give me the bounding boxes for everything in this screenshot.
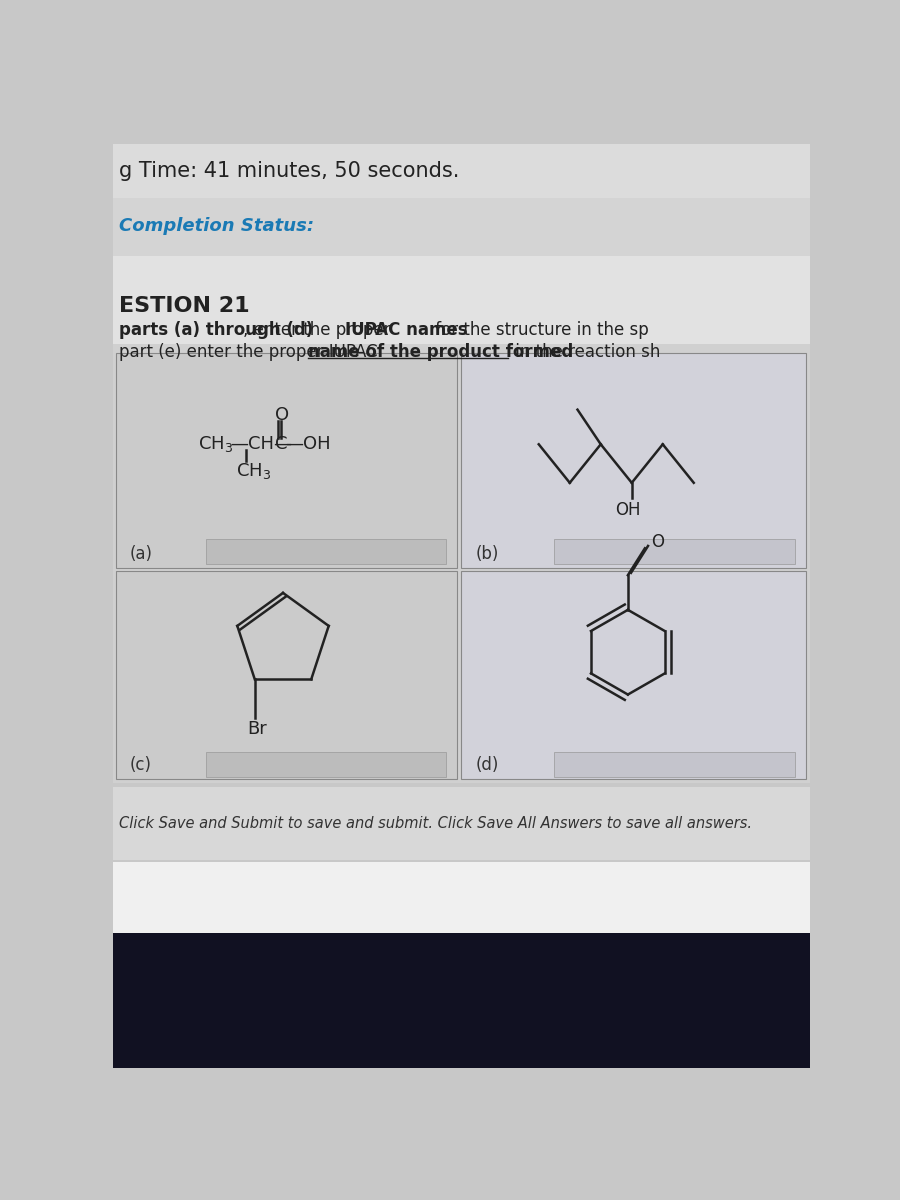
FancyBboxPatch shape (112, 787, 810, 860)
FancyBboxPatch shape (116, 571, 457, 779)
Text: O: O (275, 406, 290, 424)
Text: Br: Br (247, 720, 266, 738)
Text: parts (a) through (d): parts (a) through (d) (119, 322, 313, 340)
Text: name of the product formed: name of the product formed (308, 343, 573, 361)
Text: Click Save and Submit to save and submit. Click Save All Answers to save all ans: Click Save and Submit to save and submit… (119, 816, 752, 830)
FancyBboxPatch shape (461, 571, 806, 779)
Text: (c): (c) (130, 756, 151, 774)
Text: in the reaction sh: in the reaction sh (510, 343, 661, 361)
Text: g Time: 41 minutes, 50 seconds.: g Time: 41 minutes, 50 seconds. (119, 161, 459, 181)
Text: (a): (a) (130, 545, 153, 563)
FancyBboxPatch shape (205, 752, 446, 776)
FancyBboxPatch shape (554, 752, 795, 776)
Text: (d): (d) (475, 756, 499, 774)
Text: (b): (b) (475, 545, 499, 563)
FancyBboxPatch shape (112, 344, 810, 784)
FancyBboxPatch shape (112, 863, 810, 934)
FancyBboxPatch shape (112, 144, 810, 198)
FancyBboxPatch shape (116, 354, 457, 568)
FancyBboxPatch shape (554, 539, 795, 564)
FancyBboxPatch shape (112, 198, 810, 256)
Text: —CH—: —CH— (230, 436, 292, 454)
Text: C: C (275, 436, 288, 454)
Text: ESTION 21: ESTION 21 (119, 295, 249, 316)
Text: —OH: —OH (285, 436, 331, 454)
Text: CH$_3$: CH$_3$ (236, 461, 271, 481)
Text: for the structure in the sp: for the structure in the sp (430, 322, 649, 340)
Text: IUPAC names: IUPAC names (345, 322, 468, 340)
Text: CH$_3$: CH$_3$ (198, 434, 233, 455)
FancyBboxPatch shape (461, 354, 806, 568)
FancyBboxPatch shape (112, 256, 810, 344)
Text: OH: OH (615, 500, 641, 518)
Text: O: O (651, 533, 664, 551)
Text: Completion Status:: Completion Status: (119, 217, 314, 235)
Text: , enter the proper: , enter the proper (243, 322, 395, 340)
FancyBboxPatch shape (112, 934, 810, 1068)
FancyBboxPatch shape (205, 539, 446, 564)
Text: part (e) enter the proper IUPAC: part (e) enter the proper IUPAC (119, 343, 382, 361)
